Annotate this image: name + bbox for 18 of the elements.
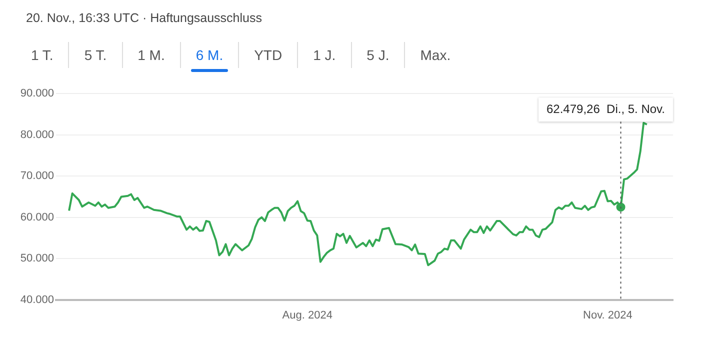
y-tick-label: 90.000 [20,88,54,100]
text: 1 T. [30,46,54,65]
text: 5 T. [68,42,122,68]
x-tick-label: Nov. 2024 [583,309,632,322]
y-tick-label: 50.000 [20,252,54,265]
y-tick-label: 60.000 [20,211,54,224]
x-tick-label: Aug. 2024 [282,309,332,322]
y-tick-label: 40.000 [20,294,54,306]
y-tick-label: 80.000 [20,128,54,141]
text: 1 M. [122,42,180,68]
annotation: 62.479,26 Di., 5. Nov. [546,102,666,116]
y-tick-label: 70.000 [20,170,54,182]
text: 6 M. [180,42,238,68]
text: Max. [404,42,466,68]
text: YTD [238,42,298,68]
text: 5 J. [350,42,404,68]
chart-title: 20. Nov., 16:33 UTC · Haftungsausschluss [26,11,262,25]
text: 1 J. [297,42,351,68]
